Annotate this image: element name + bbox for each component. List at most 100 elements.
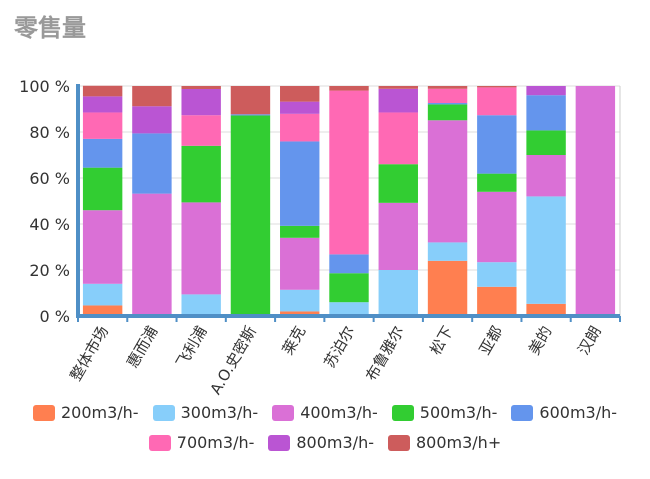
- bar-segment: [280, 237, 320, 290]
- bar-segment: [378, 88, 418, 113]
- x-tick-label: 飞利浦: [173, 323, 211, 371]
- bar-segment: [378, 202, 418, 270]
- bar-segment: [477, 191, 517, 263]
- legend-label: 300m3/h-: [180, 403, 259, 422]
- bar-segment: [181, 86, 221, 89]
- bar-segment: [378, 270, 418, 316]
- bar-segment: [82, 210, 123, 284]
- bar-segment: [427, 242, 468, 261]
- legend-item[interactable]: 500m3/h-: [391, 403, 498, 422]
- bar-segment: [526, 95, 566, 131]
- x-tick-label: 美的: [525, 323, 556, 358]
- bar-segment: [427, 120, 468, 243]
- bar-segment: [280, 141, 320, 226]
- bar-segment: [181, 294, 221, 316]
- bar-segment: [132, 193, 172, 315]
- bar-segment: [477, 173, 517, 192]
- y-tick-label: 40 %: [29, 215, 70, 234]
- bar-segment: [329, 302, 369, 315]
- bar-segment: [526, 196, 566, 304]
- x-tick-label: A.O.史密斯: [206, 323, 259, 398]
- bar-segment: [280, 289, 320, 312]
- legend-item[interactable]: 600m3/h-: [511, 403, 617, 422]
- legend-item[interactable]: 400m3/h-: [272, 403, 378, 422]
- bar-segment: [280, 311, 320, 316]
- bar-segment: [575, 86, 616, 316]
- bar-segment: [329, 90, 369, 255]
- bar-segment: [378, 164, 418, 203]
- legend-swatch: [32, 404, 55, 421]
- bar-segment: [477, 115, 517, 174]
- x-tick-label: 布鲁雅尔: [362, 323, 408, 384]
- legend-item[interactable]: 800m3/h-: [268, 433, 374, 452]
- bar-segment: [280, 101, 320, 114]
- bar-segment: [181, 202, 221, 295]
- legend-swatch: [387, 434, 410, 451]
- bar-segment: [132, 106, 172, 134]
- bar-segment: [477, 87, 517, 116]
- bar-segment: [427, 103, 468, 105]
- y-tick-label: 0 %: [40, 307, 70, 326]
- x-tick-label: 惠而浦: [123, 323, 161, 371]
- legend-row-1: 200m3/h- 300m3/h- 400m3/h- 500m3/h- 600m3/h-: [0, 403, 650, 422]
- legend-item[interactable]: 200m3/h-: [32, 403, 139, 422]
- bar-segment: [526, 155, 566, 197]
- legend-swatch: [148, 434, 171, 451]
- bar-segment: [82, 283, 123, 306]
- bar-segment: [477, 86, 517, 88]
- legend-swatch: [152, 404, 175, 421]
- bar-segment: [230, 115, 271, 316]
- bar-segment: [280, 113, 320, 142]
- x-tick-label: 汉朗: [574, 323, 605, 358]
- bar-segment: [378, 112, 418, 165]
- bar-segment: [82, 112, 123, 139]
- legend-label: 600m3/h-: [539, 403, 618, 422]
- chart-title: 零售量: [14, 14, 86, 42]
- legend-label: 700m3/h-: [176, 433, 255, 452]
- bar-segment: [427, 86, 468, 89]
- legend-label: 200m3/h-: [60, 403, 139, 422]
- x-tick-label: 整体市场: [67, 323, 113, 384]
- bar-segment: [132, 133, 172, 194]
- bar-segment: [82, 138, 123, 168]
- bar-segment: [427, 88, 468, 104]
- bar-segment: [181, 145, 221, 203]
- bar-segment: [526, 130, 566, 155]
- y-tick-label: 20 %: [29, 261, 70, 280]
- bar-segment: [280, 225, 320, 238]
- bar-segment: [230, 114, 271, 116]
- bar-segment: [329, 86, 369, 91]
- bar-segment: [477, 262, 517, 287]
- y-tick-label: 100 %: [19, 77, 70, 96]
- x-tick-label: 松下: [426, 323, 457, 358]
- legend-label: 800m3/h+: [415, 433, 502, 452]
- x-tick-label: 莱克: [279, 323, 310, 358]
- legend-item[interactable]: 700m3/h-: [148, 433, 255, 452]
- legend-label: 500m3/h-: [419, 403, 498, 422]
- bar-segment: [280, 86, 320, 102]
- y-tick-label: 80 %: [29, 123, 70, 142]
- legend-item[interactable]: 800m3/h+: [387, 433, 502, 452]
- y-tick-label: 60 %: [29, 169, 70, 188]
- x-tick-label: 苏泊尔: [320, 323, 358, 371]
- legend-swatch: [511, 404, 534, 421]
- bar-segment: [82, 96, 123, 113]
- bar-segment: [181, 115, 221, 146]
- legend-item[interactable]: 300m3/h-: [152, 403, 259, 422]
- bar-segment: [230, 86, 271, 115]
- bar-segment: [477, 286, 517, 316]
- bar-segment: [82, 167, 123, 211]
- bar-segment: [378, 86, 418, 89]
- legend-label: 800m3/h-: [296, 433, 374, 452]
- bar-segment: [181, 88, 221, 116]
- legend-swatch: [391, 404, 414, 421]
- bar-segment: [132, 86, 172, 107]
- bar-segment: [526, 86, 566, 96]
- bar-segment: [82, 305, 123, 316]
- legend-swatch: [268, 434, 291, 451]
- x-tick-label: 亚都: [476, 323, 507, 358]
- bar-segment: [427, 260, 468, 316]
- bar-segment: [427, 104, 468, 121]
- bar-segment: [329, 254, 369, 274]
